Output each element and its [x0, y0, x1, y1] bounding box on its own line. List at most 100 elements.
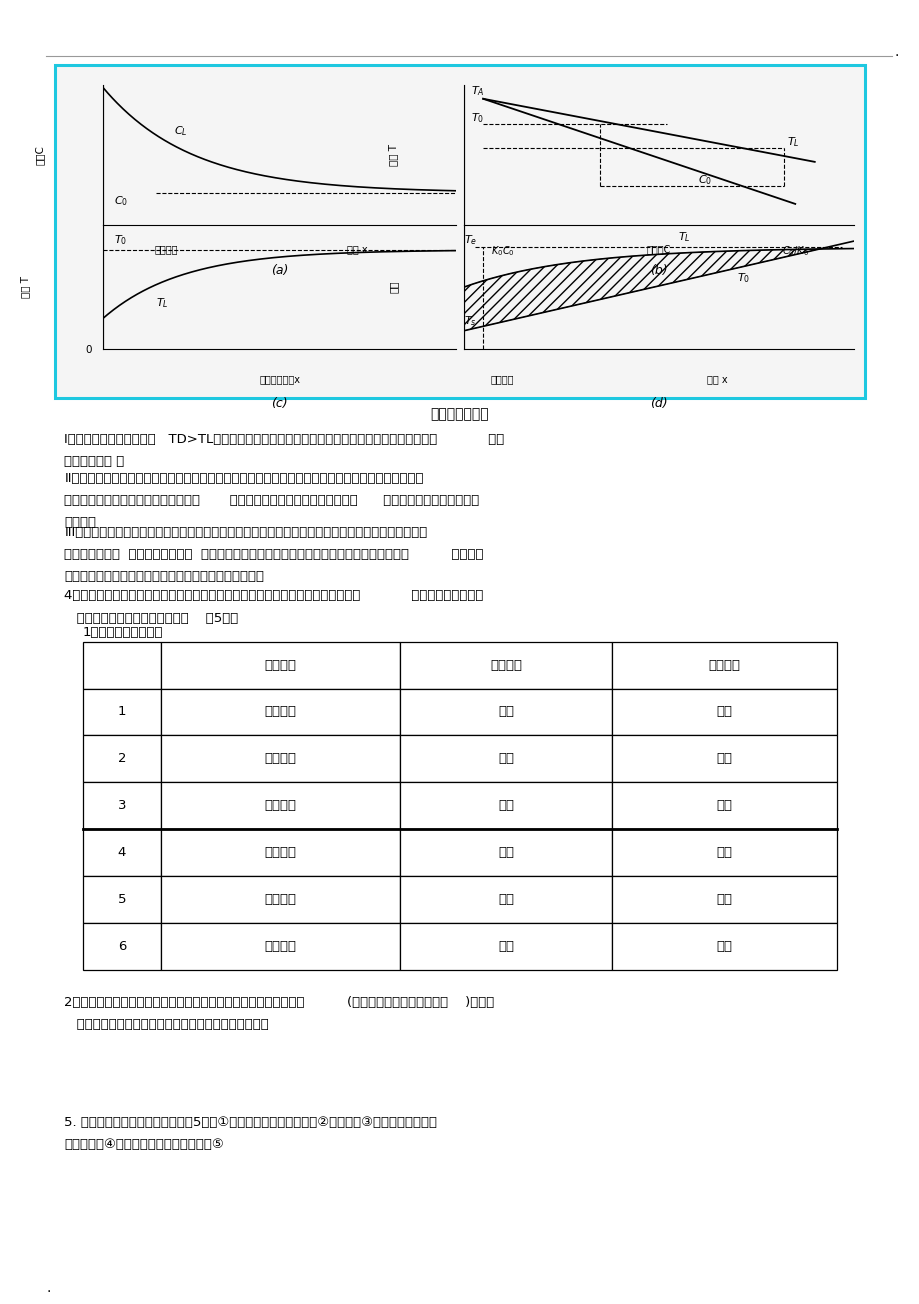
- Bar: [611, 642, 836, 689]
- Text: 位错: 位错: [497, 940, 514, 953]
- Bar: [400, 782, 611, 829]
- Text: 浓度C: 浓度C: [34, 145, 44, 164]
- Text: 2）表面扩散和蒸发凝聚机制不会导致素坯的宏观收缩和气孔率降低          (因为颗粒之间的中心距不变    )；只有: 2）表面扩散和蒸发凝聚机制不会导致素坯的宏观收缩和气孔率降低 (因为颗粒之间的中…: [64, 996, 494, 1009]
- Text: (d): (d): [649, 396, 667, 409]
- Text: 成分过冷的形成: 成分过冷的形成: [430, 407, 489, 421]
- Text: $T_e$: $T_e$: [463, 233, 476, 248]
- Text: 界面方式生长 。: 界面方式生长 。: [64, 455, 124, 468]
- Bar: [400, 735, 611, 782]
- Text: 4、列举固态烧结初期各种可能的传质途径（包括物质来源、抵达部位、扩散途径）            ，并分析哪几种不会: 4、列举固态烧结初期各种可能的传质途径（包括物质来源、抵达部位、扩散途径） ，并…: [64, 589, 483, 602]
- Text: 引起坯体的收缩和气孔的消除。    （5分）: 引起坯体的收缩和气孔的消除。 （5分）: [64, 612, 238, 625]
- Text: 表面扩散: 表面扩散: [265, 705, 296, 719]
- Text: 3: 3: [118, 799, 126, 812]
- Bar: [161, 689, 400, 735]
- Text: $T_0$: $T_0$: [114, 233, 127, 248]
- Bar: [400, 829, 611, 876]
- Text: $K_0C_0$: $K_0C_0$: [491, 245, 514, 258]
- Text: $C_0$: $C_0$: [697, 173, 711, 186]
- Bar: [161, 876, 400, 923]
- Bar: [611, 923, 836, 970]
- Text: 晶界: 晶界: [497, 846, 514, 859]
- Text: 晶格扩散: 晶格扩散: [265, 940, 296, 953]
- Text: 6: 6: [118, 940, 126, 953]
- Text: .: .: [46, 1282, 51, 1295]
- Text: $T_L$: $T_L$: [156, 296, 168, 309]
- Bar: [83, 782, 161, 829]
- Bar: [83, 689, 161, 735]
- Bar: [83, 829, 161, 876]
- Text: 4: 4: [118, 846, 126, 859]
- Bar: [55, 65, 864, 398]
- Text: 表面: 表面: [497, 705, 514, 719]
- Bar: [83, 923, 161, 970]
- Text: 距离 x: 距离 x: [706, 374, 727, 385]
- Text: (b): (b): [649, 265, 667, 278]
- Text: 物质来源: 物质来源: [490, 659, 521, 672]
- Text: 与界面距离，x: 与界面距离，x: [259, 374, 300, 385]
- Text: $T_L$: $T_L$: [787, 136, 800, 149]
- Bar: [400, 876, 611, 923]
- Bar: [83, 735, 161, 782]
- Text: 颈部: 颈部: [716, 799, 732, 812]
- Text: $T_0$: $T_0$: [471, 111, 484, 125]
- Text: 2: 2: [118, 752, 126, 765]
- Text: 表面: 表面: [497, 752, 514, 765]
- Text: 蒸发凝聚: 蒸发凝聚: [265, 799, 296, 812]
- Text: 颈部: 颈部: [716, 752, 732, 765]
- Bar: [400, 923, 611, 970]
- Text: 0: 0: [85, 346, 92, 355]
- Text: （界面）: （界面）: [491, 374, 514, 385]
- Bar: [611, 876, 836, 923]
- Text: III：液相中温度梯度较平缓，成分过冷程度较大，液相在较大范围内处于过冷状态，类似负温度梯度条: III：液相中温度梯度较平缓，成分过冷程度较大，液相在较大范围内处于过冷状态，类…: [64, 526, 427, 539]
- Text: （界面）: （界面）: [154, 245, 178, 254]
- Text: $T_0$: $T_0$: [736, 271, 749, 284]
- Text: 温度 T: 温度 T: [388, 143, 398, 166]
- Text: I：液相中温度梯度较大，   TD>TL，无成分过冷，离开界面，液体内部处于过热状态，固溶体晶体            以平: I：液相中温度梯度较大， TD>TL，无成分过冷，离开界面，液体内部处于过热状态…: [64, 433, 505, 446]
- Text: 1）可能的传质途径：: 1）可能的传质途径：: [83, 626, 164, 639]
- Text: (c): (c): [271, 396, 288, 409]
- Text: 5. 简述马氏体相变的主要特征。（5分）①切变共格和表面浮突现像②无扩散性③具有特定的位相关: 5. 简述马氏体相变的主要特征。（5分）①切变共格和表面浮突现像②无扩散性③具有…: [64, 1116, 437, 1129]
- Text: 晶格扩散: 晶格扩散: [265, 752, 296, 765]
- Bar: [161, 923, 400, 970]
- Text: 1: 1: [118, 705, 126, 719]
- Text: 件，固溶体晶体  以树枝状方式生长  ，界面上偶然小凸起，进入过冷液体，得到大的生长速度，          形成树枝: 件，固溶体晶体 以树枝状方式生长 ，界面上偶然小凸起，进入过冷液体，得到大的生长…: [64, 548, 483, 561]
- Text: 晶界扩散: 晶界扩散: [265, 846, 296, 859]
- Bar: [161, 782, 400, 829]
- Text: 距离 x: 距离 x: [346, 245, 368, 254]
- Bar: [161, 735, 400, 782]
- Bar: [83, 876, 161, 923]
- Text: II：液相中温度梯度减小，产生小的成分过冷区，平界面不稳定，界面偶然小凸起，进入过冷液体，可: II：液相中温度梯度减小，产生小的成分过冷区，平界面不稳定，界面偶然小凸起，进入…: [64, 472, 424, 485]
- Bar: [611, 735, 836, 782]
- Text: 状骨架，最后以平界面方式生长填充枝晶间隙形成晶粒。: 状骨架，最后以平界面方式生长填充枝晶间隙形成晶粒。: [64, 570, 264, 583]
- Text: 六角形。: 六角形。: [64, 516, 96, 529]
- Text: .: .: [894, 46, 898, 59]
- Text: $T_s$: $T_s$: [463, 314, 476, 329]
- Text: $C_L$: $C_L$: [174, 124, 187, 138]
- Text: 表面: 表面: [497, 799, 514, 812]
- Text: 温度: 温度: [388, 280, 398, 293]
- Bar: [400, 642, 611, 689]
- Text: $C_0/K_0$: $C_0/K_0$: [781, 245, 808, 258]
- Text: $C_0$: $C_0$: [114, 194, 128, 207]
- Text: $T_L$: $T_L$: [677, 230, 690, 244]
- Bar: [83, 642, 161, 689]
- Text: 抵达部位: 抵达部位: [708, 659, 740, 672]
- Text: 温度 T: 温度 T: [20, 276, 30, 299]
- Bar: [161, 642, 400, 689]
- Text: 颈部: 颈部: [716, 893, 732, 906]
- Text: 颈部: 颈部: [716, 940, 732, 953]
- Bar: [611, 782, 836, 829]
- Bar: [400, 689, 611, 735]
- Text: 扩散途径: 扩散途径: [265, 659, 296, 672]
- Text: 从体内或晶界上传质时，才会引起收缩和气孔的消除；: 从体内或晶界上传质时，才会引起收缩和气孔的消除；: [64, 1018, 269, 1031]
- Text: 生长；但因过冷区窄，发展不成枝晶，       形成胞状界面，出现胞状界面结构，      纵截面为长条形，横截面为: 生长；但因过冷区窄，发展不成枝晶， 形成胞状界面，出现胞状界面结构， 纵截面为长…: [64, 494, 479, 507]
- Text: 颈部: 颈部: [716, 846, 732, 859]
- Bar: [611, 689, 836, 735]
- Text: 5: 5: [118, 893, 126, 906]
- Bar: [161, 829, 400, 876]
- Text: (a): (a): [271, 265, 288, 278]
- Text: 晶界: 晶界: [497, 893, 514, 906]
- Text: 颈部: 颈部: [716, 705, 732, 719]
- Text: 系和惯习面④在一个温度范围内完成相变⑤: 系和惯习面④在一个温度范围内完成相变⑤: [64, 1138, 224, 1151]
- Text: $T_A$: $T_A$: [471, 85, 484, 98]
